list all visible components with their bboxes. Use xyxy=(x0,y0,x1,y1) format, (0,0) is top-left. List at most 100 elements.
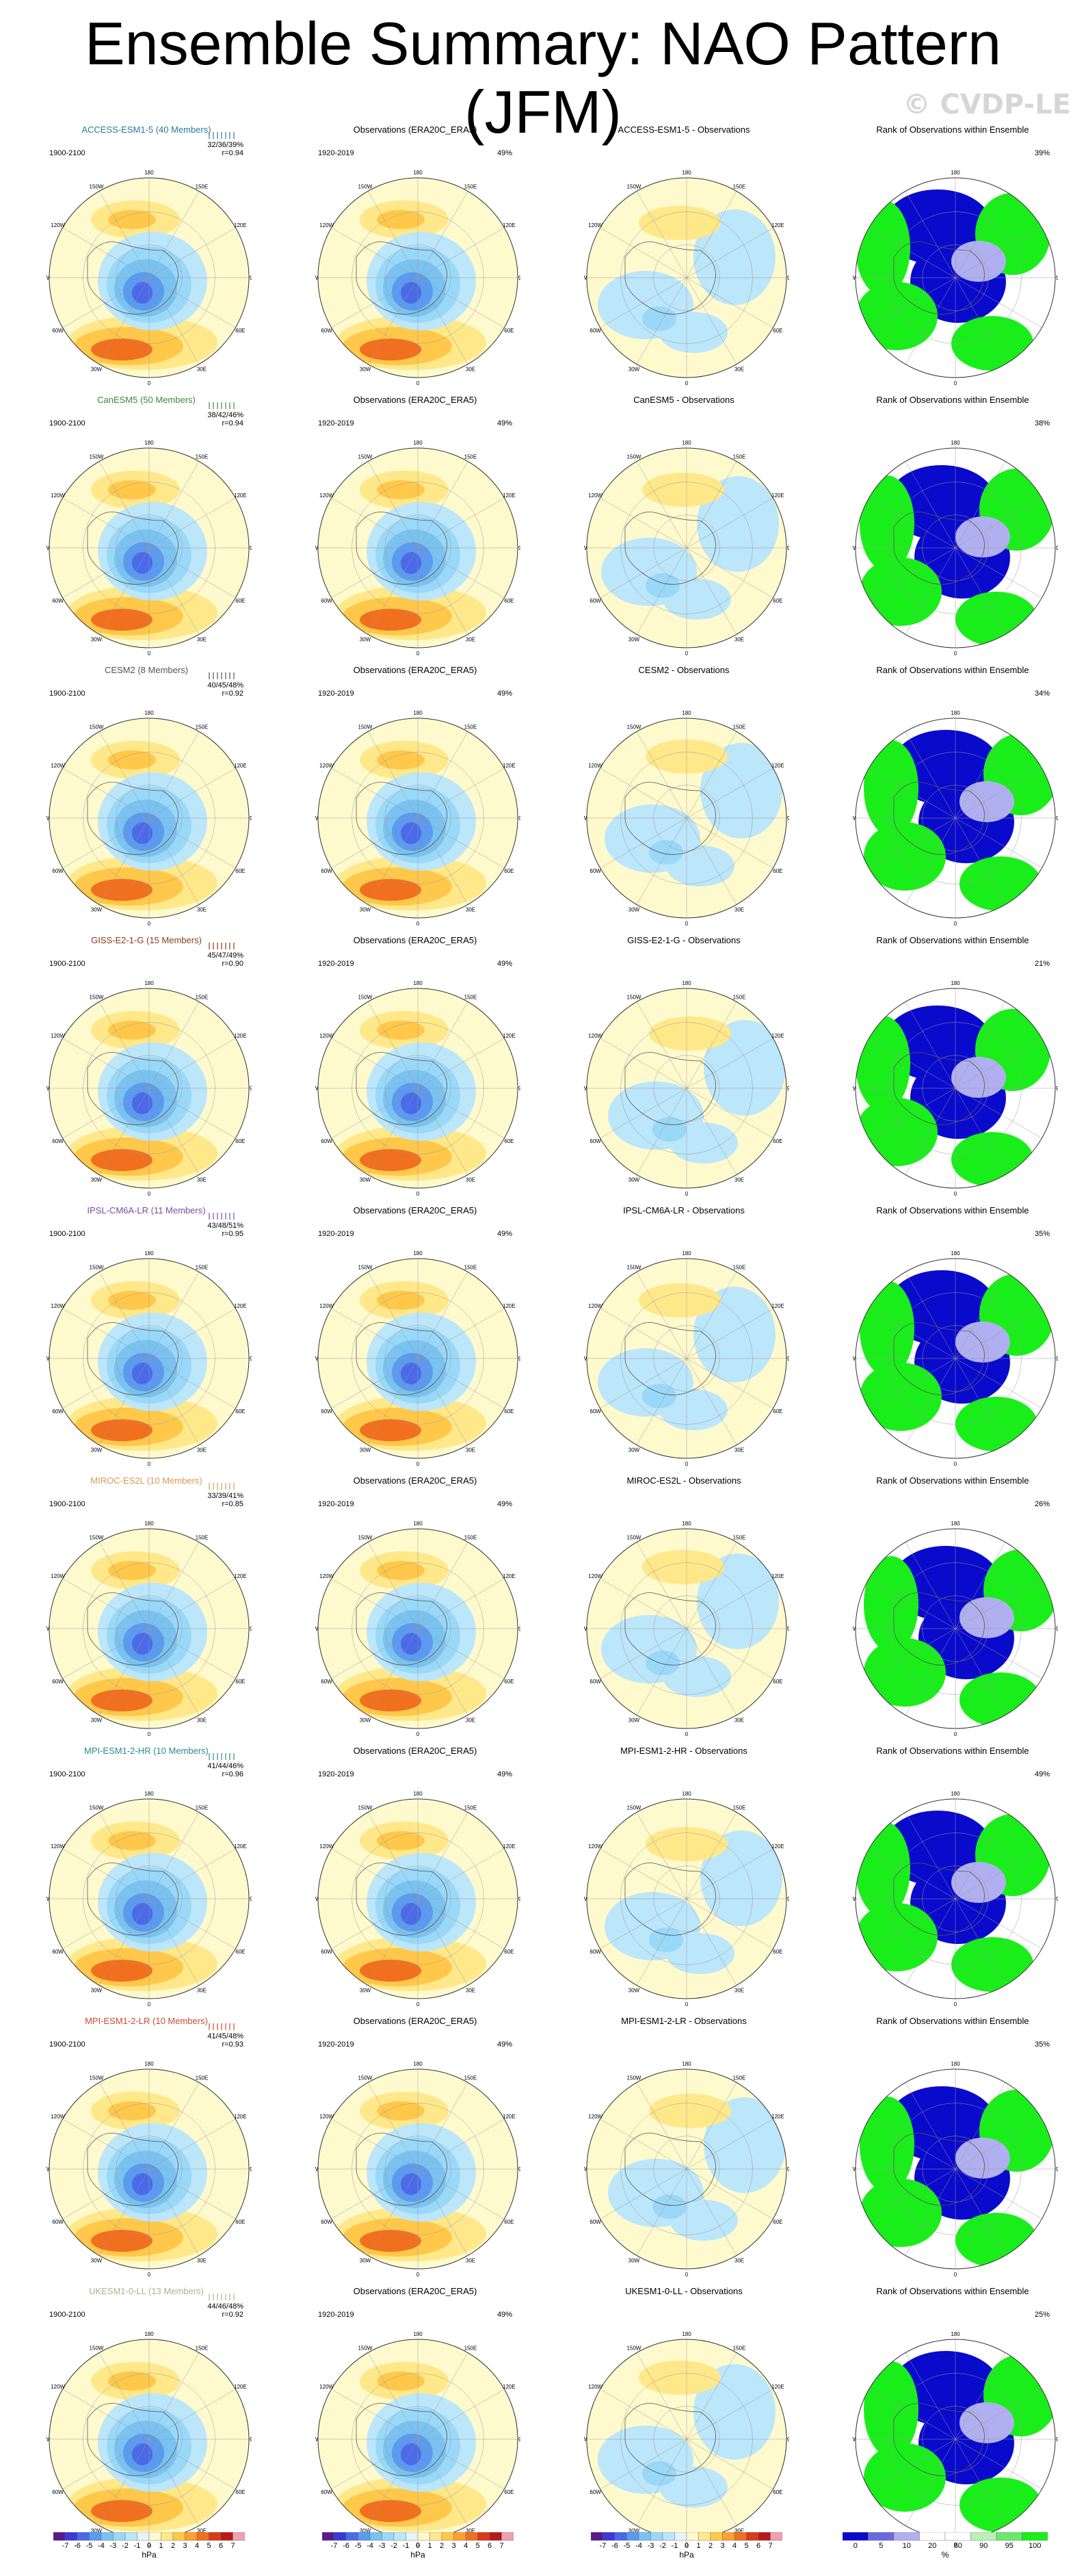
colorbar-unit: hPa xyxy=(142,2550,157,2560)
model-period: 1900-2100 xyxy=(49,1500,85,1508)
anomaly-region xyxy=(652,2194,687,2219)
longitude-label: 90E xyxy=(250,1896,252,1902)
obs-percent: 49% xyxy=(496,2040,512,2049)
polar-map: 180 150E 120E 90E 60E 30E 0 30W 60W 90W 120W 150W xyxy=(584,710,789,927)
longitude-label: 120E xyxy=(503,1303,516,1309)
longitude-label: 180 xyxy=(413,2331,423,2337)
ensemble-spread-marker xyxy=(209,943,235,949)
colorbar-tick-label: -2 xyxy=(659,2542,666,2550)
pattern-correlation: r=0.92 xyxy=(222,2311,244,2319)
longitude-label: 150E xyxy=(464,1535,477,1541)
colorbar-tick-label: 3 xyxy=(183,2542,187,2550)
map-panel-diff: IPSL-CM6A-LR - Observations 180 150E 120E 90… xyxy=(547,1205,821,1473)
longitude-label: 90W xyxy=(315,1896,319,1902)
longitude-label: 30W xyxy=(628,1717,640,1723)
colorbar-scale: 0 5 10 20 80 90 95 100 xyxy=(843,2532,1048,2550)
longitude-label: 150E xyxy=(733,1805,746,1811)
longitude-label: 30W xyxy=(91,1717,103,1723)
model-title: MPI-ESM1-2-HR (10 Members) xyxy=(83,1746,209,1756)
model-title: MPI-ESM1-2-LR (10 Members) xyxy=(85,2016,208,2026)
colorbar-tick-label: 5 xyxy=(207,2542,211,2550)
coastline xyxy=(624,1863,716,1936)
page-title: Ensemble Summary: NAO Pattern (JFM) xyxy=(84,10,1002,146)
longitude-label: 120W xyxy=(319,222,334,228)
longitude-label: 60W xyxy=(321,1679,332,1685)
pressure-contour xyxy=(132,282,153,304)
rank-percent: 49% xyxy=(1034,1770,1050,1778)
longitude-label: 150W xyxy=(358,995,373,1001)
longitude-label: 60E xyxy=(773,1138,782,1144)
longitude-label: 0 xyxy=(148,1191,151,1197)
pressure-contour xyxy=(132,1903,153,1925)
rank-region xyxy=(955,2138,1010,2179)
longitude-label: 0 xyxy=(685,921,689,927)
colorbar-tick-label: 7 xyxy=(499,2542,503,2550)
longitude-label: 180 xyxy=(951,170,960,176)
coastline xyxy=(624,1592,716,1666)
map-panel-diff: MPI-ESM1-2-HR - Observations 180 150E 120E 9… xyxy=(547,1746,821,2014)
longitude-label: 0 xyxy=(416,2001,420,2008)
ensemble-spread-marker xyxy=(209,1753,235,1760)
rank-percent: 35% xyxy=(1034,1230,1050,1238)
rank-region xyxy=(860,2097,914,2192)
pattern-correlation: r=0.85 xyxy=(222,1500,244,1508)
colorbar-tick-label: 0 xyxy=(147,2542,151,2550)
pattern-correlation: r=0.95 xyxy=(222,1230,244,1238)
polar-map: 180 90E 0 90W xyxy=(853,1521,1058,1737)
longitude-label: 0 xyxy=(416,650,420,657)
anomaly-region xyxy=(642,473,724,507)
longitude-label: 90E xyxy=(518,545,520,551)
model-stats: 33/39/41% r=0.85 xyxy=(207,1492,243,1508)
longitude-label: 90W xyxy=(47,1626,50,1632)
longitude-label: 30E xyxy=(197,2257,207,2263)
colorbar-swatch xyxy=(209,2532,222,2541)
coastline xyxy=(87,1322,178,1395)
anomaly-region xyxy=(642,1384,676,1408)
map-panel-rank: Rank of Observations within Ensemble 39% 1… xyxy=(816,124,1086,393)
colorbar-tick-label: 0 xyxy=(685,2542,689,2550)
rank-region xyxy=(864,740,918,836)
longitude-label: 0 xyxy=(416,380,420,386)
polar-map: 180 150E 120E 90E 60E 30E 0 30W 60W 90W 120W 150W xyxy=(584,440,789,657)
anomaly-region xyxy=(649,1016,731,1051)
longitude-label: 30E xyxy=(734,2527,744,2534)
longitude-label: 90W xyxy=(584,1896,587,1902)
longitude-label: 60E xyxy=(504,1408,514,1415)
longitude-label: 90W xyxy=(47,2436,50,2443)
colorbar-tick-label: -3 xyxy=(110,2542,117,2550)
longitude-label: 0 xyxy=(416,1191,420,1197)
longitude-label: 90W xyxy=(47,545,50,551)
obs-period: 1920-2019 xyxy=(318,149,354,157)
coastline xyxy=(87,782,178,855)
longitude-label: 90E xyxy=(518,815,520,822)
anomaly-region xyxy=(649,1928,683,1952)
longitude-label: 150E xyxy=(733,2075,746,2081)
longitude-label: 60W xyxy=(321,2489,332,2495)
colorbar-swatch xyxy=(770,2532,782,2541)
longitude-label: 150E xyxy=(196,2345,209,2352)
longitude-label: 30W xyxy=(360,366,371,372)
longitude-label: 180 xyxy=(951,710,960,716)
longitude-label: 60W xyxy=(590,1679,601,1685)
colorbar: 0 5 10 20 80 90 95 100% xyxy=(843,2532,1048,2560)
longitude-label: 150E xyxy=(464,2075,477,2081)
rank-percent: 21% xyxy=(1034,960,1050,968)
pressure-contour xyxy=(108,1561,156,1580)
colorbar-swatch xyxy=(944,2532,971,2541)
map-panel-model: MPI-ESM1-2-HR (10 Members) 1900-2100 41/44… xyxy=(10,1746,283,2014)
longitude-label: 0 xyxy=(954,921,957,927)
coastline xyxy=(356,2403,447,2476)
longitude-label: 60E xyxy=(773,868,782,874)
colorbar-swatch xyxy=(382,2532,395,2541)
longitude-label: 30E xyxy=(466,1717,475,1723)
colorbar: -7 -6 -5 -4 -3 -2 -1 0 1 2 3 4 5 6 7 hPa xyxy=(53,2532,245,2560)
longitude-label: 180 xyxy=(951,2061,960,2067)
longitude-label: 0 xyxy=(954,650,957,657)
coastline xyxy=(893,782,985,855)
pressure-contour xyxy=(132,2443,153,2465)
anomaly-region xyxy=(642,306,676,331)
colorbar-tick-label: -7 xyxy=(600,2542,607,2550)
longitude-label: 90W xyxy=(315,545,319,551)
ensemble-spread-marker xyxy=(209,2023,235,2030)
longitude-label: 0 xyxy=(954,2001,957,2008)
